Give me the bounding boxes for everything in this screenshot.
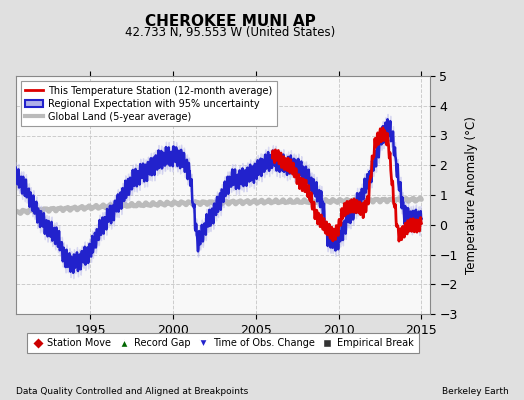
Legend: Station Move, Record Gap, Time of Obs. Change, Empirical Break: Station Move, Record Gap, Time of Obs. C…: [27, 333, 419, 353]
Legend: This Temperature Station (12-month average), Regional Expectation with 95% uncer: This Temperature Station (12-month avera…: [20, 81, 277, 126]
Y-axis label: Temperature Anomaly (°C): Temperature Anomaly (°C): [465, 116, 478, 274]
Text: CHEROKEE MUNI AP: CHEROKEE MUNI AP: [145, 14, 316, 29]
Text: Data Quality Controlled and Aligned at Breakpoints: Data Quality Controlled and Aligned at B…: [16, 387, 248, 396]
Text: 42.733 N, 95.553 W (United States): 42.733 N, 95.553 W (United States): [125, 26, 336, 39]
Text: Berkeley Earth: Berkeley Earth: [442, 387, 508, 396]
